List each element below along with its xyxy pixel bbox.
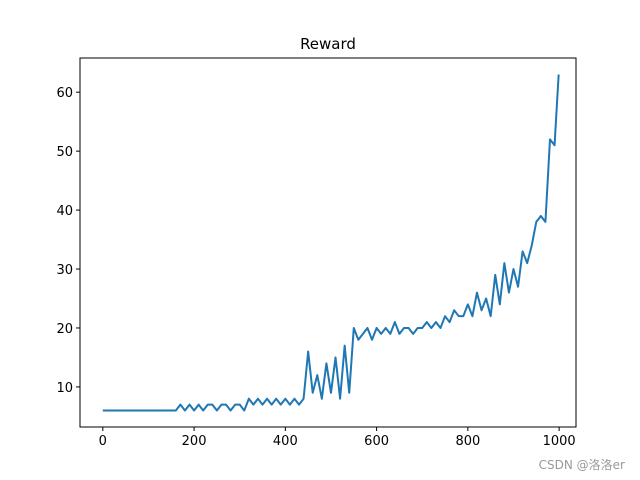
chart-title: Reward — [300, 35, 356, 53]
y-tick-label: 30 — [56, 263, 73, 278]
x-tick-label: 1000 — [543, 434, 576, 449]
y-tick-label: 60 — [56, 86, 73, 101]
plot-frame — [79, 57, 577, 428]
y-tick-label: 50 — [56, 145, 73, 160]
x-tick-label: 600 — [364, 434, 389, 449]
y-tick-label: 40 — [56, 204, 73, 219]
watermark: CSDN @洛洛er — [539, 457, 625, 472]
y-tick-label: 10 — [56, 381, 73, 396]
x-tick-label: 200 — [182, 434, 207, 449]
x-tick-label: 400 — [273, 434, 298, 449]
y-tick-label: 20 — [56, 322, 73, 337]
line — [102, 74, 560, 412]
x-tick-label: 800 — [455, 434, 480, 449]
x-tick-label: 0 — [99, 434, 107, 449]
